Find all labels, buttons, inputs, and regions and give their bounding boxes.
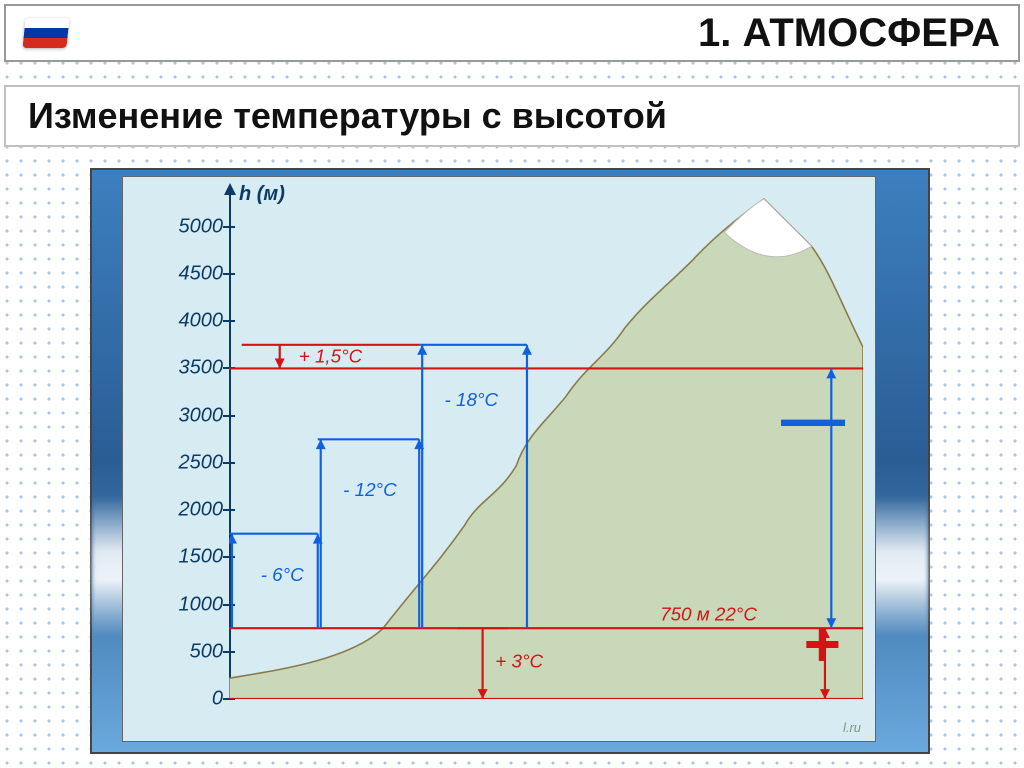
anno-minus18: - 18°C [445,389,499,410]
y-tick-label: 4000 [143,310,223,333]
y-tick-label: 3500 [143,357,223,380]
y-tick-label: 2500 [143,451,223,474]
y-tick-label: 1500 [143,546,223,569]
chart-outer: h (м) 0500100015002000250030003500400045… [90,168,930,754]
flag-stripe-red [22,38,67,48]
chart-panel: h (м) 0500100015002000250030003500400045… [122,176,876,742]
plot-area: + 1,5°C+ 3°C750 м 22°C- 6°C- 12°C- 18°C … [229,189,863,699]
subtitle-text: Изменение температуры с высотой [28,95,667,137]
anno-plus3: + 3°C [495,651,543,672]
minus-symbol-icon: — [781,399,845,437]
y-tick-label: 500 [143,640,223,663]
russia-flag-icon [22,18,69,48]
flag-stripe-blue [23,28,68,38]
watermark-text: l.ru [843,720,861,735]
y-tick-label: 5000 [143,215,223,238]
y-tick-label: 4500 [143,263,223,286]
plus-symbol-icon: + [804,625,841,663]
overlay-svg: + 1,5°C + 3°C 750 м 22°C - 6°C - 12°C - 18°C [229,189,863,699]
y-tick-label: 2000 [143,499,223,522]
page-title: 1. АТМОСФЕРА [68,11,1000,56]
y-tick-label: 1000 [143,593,223,616]
y-tick-label: 0 [143,688,223,711]
header-bar: 1. АТМОСФЕРА [4,4,1020,62]
anno-minus12: - 12°C [343,479,397,500]
anno-top-red: + 1,5°C [299,346,363,367]
y-tick-label: 3000 [143,404,223,427]
subtitle-bar: Изменение температуры с высотой [4,85,1020,147]
flag-stripe-white [25,18,70,28]
anno-minus6: - 6°C [261,564,305,585]
anno-750-22: 750 м 22°C [660,603,757,624]
